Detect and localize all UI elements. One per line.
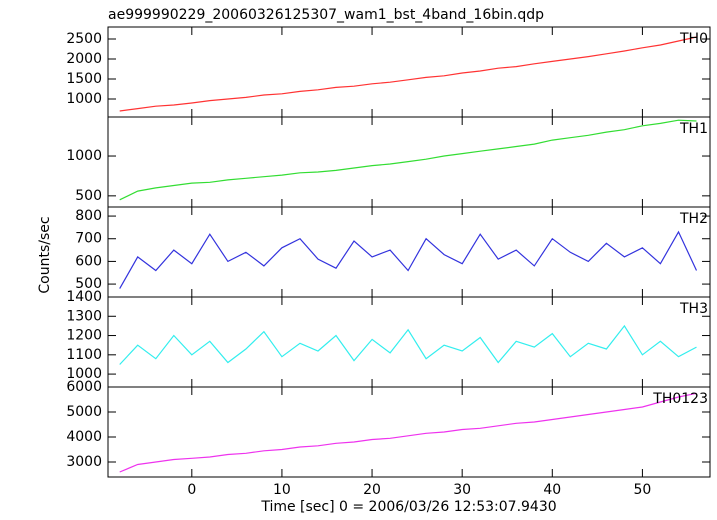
y-tick-label: 2500 — [66, 31, 102, 47]
x-tick-label: 30 — [453, 482, 471, 498]
y-tick-label: 1100 — [66, 347, 102, 363]
x-tick-label: 20 — [363, 482, 381, 498]
data-line — [119, 392, 697, 473]
y-tick-label: 1000 — [66, 366, 102, 382]
x-tick-label: 10 — [273, 482, 291, 498]
y-tick-label: 600 — [75, 253, 102, 269]
y-tick-label: 5000 — [66, 404, 102, 420]
y-tick-label: 1000 — [66, 148, 102, 164]
x-tick-label: 0 — [187, 482, 196, 498]
y-tick-label: 1300 — [66, 308, 102, 324]
data-line — [119, 36, 697, 112]
panel-frame — [107, 26, 711, 118]
y-tick-label: 3000 — [66, 454, 102, 470]
panel-label: TH3 — [679, 301, 708, 317]
data-line — [119, 324, 697, 365]
y-tick-label: 1500 — [66, 71, 102, 87]
y-tick-label: 2000 — [66, 51, 102, 67]
data-line — [119, 230, 698, 289]
y-tick-label: 700 — [75, 231, 102, 247]
y-tick-label: 500 — [75, 188, 102, 204]
x-tick-label: 50 — [633, 482, 651, 498]
chart-title: ae999990229_20060326125307_wam1_bst_4ban… — [108, 7, 544, 23]
panel-label: TH0123 — [652, 391, 708, 407]
y-tick-label: 4000 — [66, 429, 102, 445]
y-tick-label: 800 — [75, 208, 102, 224]
panel-label: TH1 — [679, 121, 708, 137]
panel-frame — [107, 386, 711, 478]
x-axis-label: Time [sec] 0 = 2006/03/26 12:53:07.9430 — [260, 499, 556, 515]
x-tick-label: 40 — [543, 482, 561, 498]
data-line — [119, 119, 697, 201]
y-tick-label: 6000 — [66, 379, 102, 395]
y-axis-label: Counts/sec — [37, 216, 53, 293]
y-tick-label: 500 — [75, 276, 102, 292]
panel-label: TH0 — [679, 31, 708, 47]
y-tick-label: 1200 — [66, 328, 102, 344]
y-tick-label: 1000 — [66, 91, 102, 107]
panel-label: TH2 — [679, 211, 708, 227]
panel-frame — [107, 296, 711, 388]
y-tick-label: 1400 — [66, 289, 102, 305]
